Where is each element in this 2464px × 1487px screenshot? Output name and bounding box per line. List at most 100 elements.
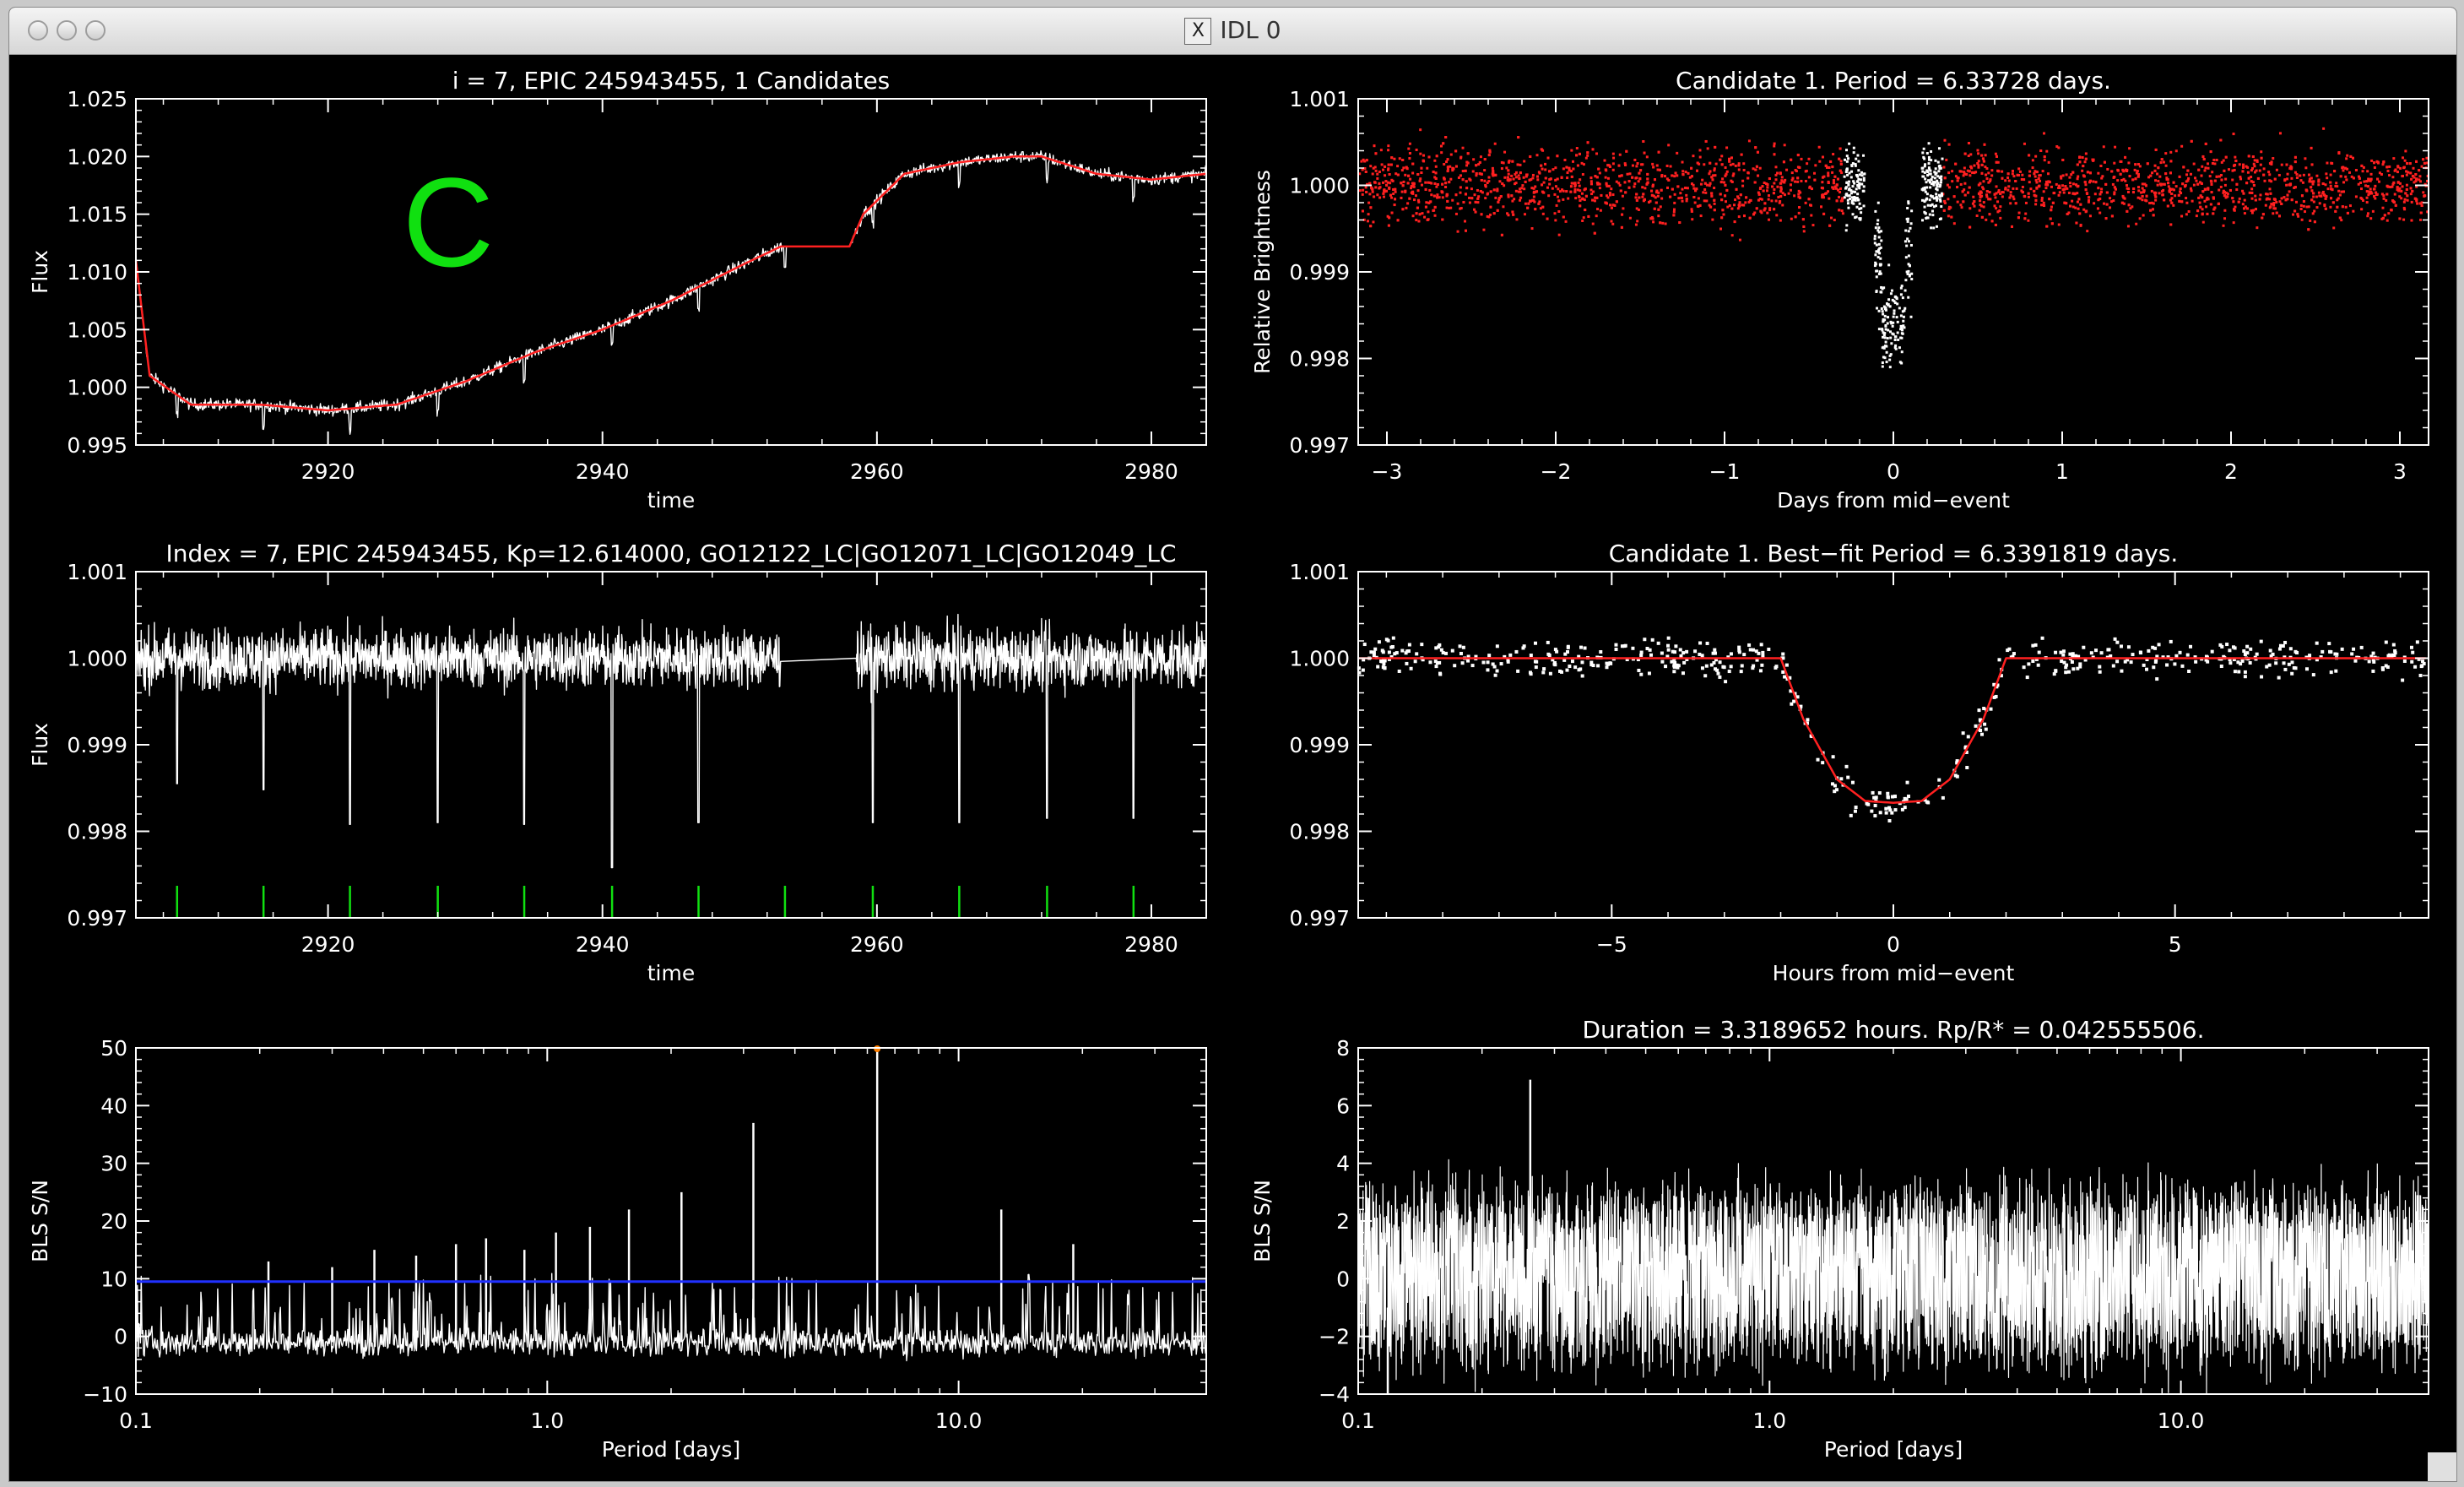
oot-point xyxy=(2168,189,2171,193)
in-transit-point xyxy=(1897,338,1900,341)
oot-point xyxy=(2250,197,2254,200)
y-tick-label: 50 xyxy=(100,1036,127,1061)
folded-point xyxy=(1977,708,1981,713)
minimize-button[interactable] xyxy=(57,20,77,41)
folded-point xyxy=(2154,659,2158,663)
folded-point xyxy=(2385,665,2390,670)
oot-point xyxy=(2109,206,2112,209)
folded-point xyxy=(2027,662,2031,666)
oot-point xyxy=(2170,197,2174,200)
folded-point xyxy=(2380,667,2385,671)
oot-point xyxy=(2315,195,2318,198)
oot-point xyxy=(1692,187,1696,190)
oot-point xyxy=(2097,198,2100,202)
folded-point xyxy=(1713,648,1717,652)
in-transit-point xyxy=(1888,354,1892,357)
close-button[interactable] xyxy=(28,20,48,41)
oot-point xyxy=(1401,158,1405,161)
oot-point xyxy=(2055,145,2059,149)
oot-point xyxy=(1987,198,1990,201)
oot-point xyxy=(1530,178,1533,182)
oot-point xyxy=(2203,187,2207,191)
oot-point xyxy=(2402,166,2406,169)
folded-point xyxy=(2180,664,2185,668)
in-transit-point xyxy=(1899,286,1903,290)
oot-point xyxy=(1831,166,1834,169)
folded-point xyxy=(1558,669,1562,673)
oot-point xyxy=(1473,208,1476,211)
oot-point xyxy=(1587,214,1590,218)
in-transit-point xyxy=(1855,187,1858,191)
oot-point xyxy=(2320,194,2323,198)
oot-point xyxy=(2329,173,2332,176)
oot-point xyxy=(1503,184,1506,187)
oot-point xyxy=(2344,205,2348,209)
folded-point xyxy=(1926,800,1931,805)
zoom-button[interactable] xyxy=(85,20,106,41)
oot-point xyxy=(2259,193,2262,197)
x-tick-label: 10.0 xyxy=(935,1408,983,1433)
oot-point xyxy=(2308,177,2311,181)
folded-point xyxy=(1438,672,1443,676)
x-tick-label: −1 xyxy=(1709,459,1741,484)
oot-point xyxy=(1384,165,1387,168)
title-bar[interactable]: X IDL 0 xyxy=(9,8,2456,55)
oot-point xyxy=(2224,155,2228,159)
in-transit-point xyxy=(1907,296,1910,299)
oot-point xyxy=(1977,192,1980,195)
oot-point xyxy=(1398,157,1401,160)
oot-point xyxy=(2156,172,2159,176)
folded-point xyxy=(1700,654,1704,658)
folded-point xyxy=(2054,669,2058,673)
resize-handle[interactable] xyxy=(2428,1452,2456,1481)
in-transit-point xyxy=(1889,292,1893,296)
oot-point xyxy=(2397,189,2401,193)
oot-point xyxy=(2034,194,2038,198)
oot-point xyxy=(2317,191,2320,194)
in-transit-point xyxy=(1931,203,1934,206)
folded-point xyxy=(1553,648,1557,652)
folded-point xyxy=(2098,670,2102,674)
oot-point xyxy=(1947,198,1950,201)
axes-layer: 2920 2940 2960 29800.9951.0001.0051.0101.01… xyxy=(28,67,2429,1462)
oot-point xyxy=(1960,206,1963,209)
oot-point xyxy=(2401,185,2404,188)
x-tick-label: 2920 xyxy=(301,932,355,957)
oot-point xyxy=(1967,191,1970,194)
oot-point xyxy=(1496,209,1499,212)
y-tick-label: 0.997 xyxy=(1289,906,1350,931)
oot-point xyxy=(2182,166,2185,169)
y-tick-label: 0.999 xyxy=(67,733,127,757)
in-transit-point xyxy=(1924,177,1927,181)
oot-point xyxy=(1604,201,1607,204)
oot-point xyxy=(2122,196,2126,199)
oot-point xyxy=(2367,177,2370,181)
folded-point xyxy=(2147,649,2151,653)
oot-point xyxy=(1779,200,1782,204)
oot-point xyxy=(2110,214,2114,218)
oot-point xyxy=(1701,178,1704,182)
in-transit-point xyxy=(1890,322,1893,325)
oot-point xyxy=(1364,170,1367,173)
folded-point xyxy=(1605,665,1609,670)
oot-point xyxy=(1513,198,1516,201)
oot-point xyxy=(1686,187,1689,190)
oot-point xyxy=(1732,204,1736,207)
oot-point xyxy=(2201,220,2205,224)
oot-point xyxy=(1362,188,1365,192)
in-transit-point xyxy=(1887,263,1891,267)
folded-point xyxy=(1992,695,1996,699)
oot-point xyxy=(2318,194,2321,198)
oot-point xyxy=(1697,205,1700,209)
oot-point xyxy=(2023,178,2026,182)
folded-point xyxy=(2218,643,2223,647)
oot-point xyxy=(2245,207,2249,210)
oot-point xyxy=(2150,201,2153,204)
folded-point xyxy=(1871,790,1875,795)
in-transit-point xyxy=(1936,198,1939,202)
oot-point xyxy=(1524,180,1527,183)
oot-point xyxy=(1807,157,1811,160)
folded-point xyxy=(2098,665,2102,669)
in-transit-point xyxy=(1899,328,1903,331)
oot-point xyxy=(1690,175,1693,178)
